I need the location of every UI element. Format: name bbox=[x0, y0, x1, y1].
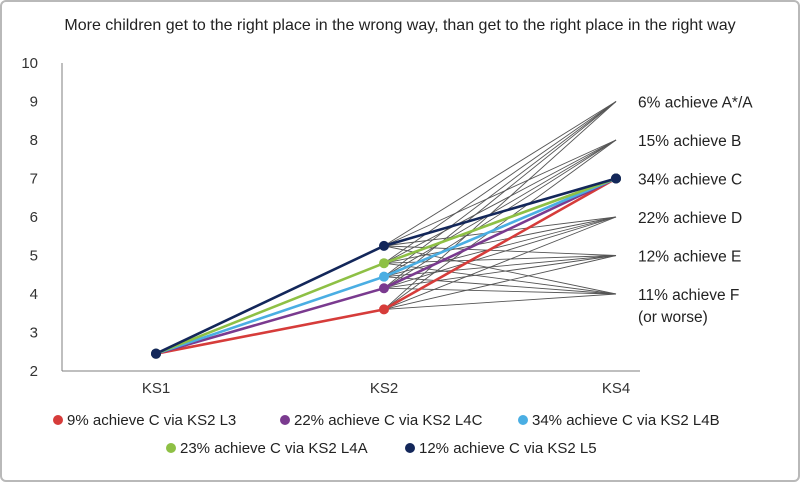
y-tick-label: 8 bbox=[30, 132, 38, 149]
y-tick-label: 9 bbox=[30, 94, 38, 111]
legend-label: 22% achieve C via KS2 L4C bbox=[294, 412, 483, 429]
series-point bbox=[379, 283, 389, 294]
x-tick-label: KS1 bbox=[142, 380, 170, 397]
fan-line bbox=[383, 101, 617, 247]
fan-line bbox=[383, 101, 617, 264]
fan-line bbox=[383, 255, 617, 310]
grade-annotation: 22% achieve D bbox=[638, 210, 742, 227]
y-tick-label: 2 bbox=[30, 363, 38, 380]
x-tick-label: KS4 bbox=[602, 380, 630, 397]
fan-line bbox=[383, 255, 617, 289]
legend-marker bbox=[53, 415, 63, 425]
legend-marker bbox=[405, 443, 415, 453]
fan-line bbox=[383, 216, 617, 310]
grade-annotation: (or worse) bbox=[638, 309, 708, 326]
fan-line bbox=[383, 276, 617, 295]
fan-line bbox=[383, 262, 617, 295]
grade-annotation: 11% achieve F bbox=[638, 287, 739, 304]
series-point bbox=[379, 304, 389, 315]
y-tick-label: 4 bbox=[30, 286, 38, 303]
fan-line bbox=[383, 139, 617, 289]
series-point bbox=[151, 348, 161, 359]
series-point bbox=[611, 173, 621, 184]
series-point bbox=[379, 271, 389, 282]
fan-line bbox=[383, 101, 617, 310]
fan-line bbox=[383, 216, 617, 278]
series-point bbox=[379, 240, 389, 251]
y-tick-label: 7 bbox=[30, 171, 38, 188]
fan-line bbox=[383, 139, 617, 264]
legend-label: 9% achieve C via KS2 L3 bbox=[67, 412, 236, 429]
y-tick-label: 10 bbox=[21, 55, 38, 72]
fan-line bbox=[383, 216, 617, 289]
fan-line bbox=[383, 287, 617, 295]
legend-label: 23% achieve C via KS2 L4A bbox=[180, 440, 368, 457]
grade-annotation: 6% achieve A*/A bbox=[638, 95, 753, 112]
grade-annotation: 34% achieve C bbox=[638, 172, 742, 189]
fan-lines bbox=[383, 101, 617, 310]
fan-line bbox=[383, 293, 617, 310]
fan-line bbox=[383, 101, 617, 289]
x-tick-label: KS2 bbox=[370, 380, 398, 397]
fan-line bbox=[383, 216, 617, 264]
y-tick-label: 3 bbox=[30, 325, 38, 342]
fan-line bbox=[383, 255, 617, 278]
fan-line bbox=[383, 255, 617, 264]
grade-annotation: 12% achieve E bbox=[638, 249, 741, 266]
legend: 9% achieve C via KS2 L3 22% achieve C via… bbox=[53, 412, 720, 457]
y-tick-label: 5 bbox=[30, 248, 38, 265]
series bbox=[151, 173, 621, 359]
fan-line bbox=[383, 139, 617, 247]
grade-annotation: 15% achieve B bbox=[638, 133, 741, 150]
legend-label: 34% achieve C via KS2 L4B bbox=[532, 412, 720, 429]
fan-line bbox=[383, 245, 617, 295]
legend-marker bbox=[166, 443, 176, 453]
chart-title: More children get to the right place in … bbox=[64, 17, 735, 34]
fan-line bbox=[383, 216, 617, 247]
fan-line bbox=[383, 245, 617, 256]
legend-marker bbox=[518, 415, 528, 425]
annotations: 6% achieve A*/A 15% achieve B 34% achieve … bbox=[638, 95, 753, 327]
legend-label: 12% achieve C via KS2 L5 bbox=[419, 440, 597, 457]
axes: 2 3 4 5 6 7 8 9 10 KS1 KS2 KS4 bbox=[21, 55, 640, 397]
y-tick-label: 6 bbox=[30, 209, 38, 226]
fan-line bbox=[383, 139, 617, 310]
series-point bbox=[379, 258, 389, 269]
legend-marker bbox=[280, 415, 290, 425]
